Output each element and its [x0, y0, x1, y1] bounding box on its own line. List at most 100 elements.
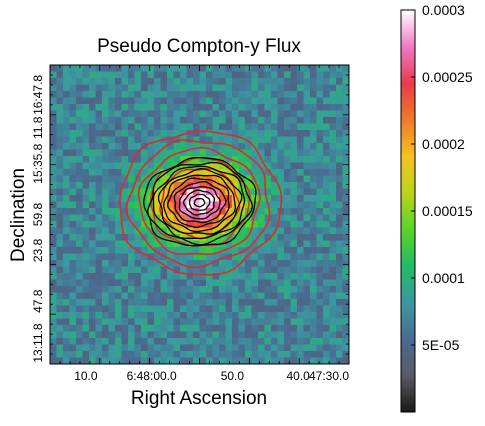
y-tick-label: 11.8	[31, 116, 45, 139]
heatmap-cell	[212, 149, 220, 157]
heatmap-cell	[108, 149, 116, 157]
heatmap-cell	[154, 208, 162, 216]
heatmap-cell	[245, 149, 253, 157]
heatmap-cell	[154, 325, 162, 333]
y-tick-label: 13:11.8	[31, 323, 45, 362]
heatmap-cell	[284, 260, 292, 268]
heatmap-cell	[134, 195, 142, 203]
heatmap-cell	[63, 305, 71, 313]
heatmap-cell	[128, 97, 136, 105]
heatmap-cell	[128, 266, 136, 274]
heatmap-cell	[56, 299, 64, 307]
heatmap-cell	[89, 266, 97, 274]
heatmap-cell	[154, 162, 162, 170]
heatmap-cell	[336, 325, 344, 333]
heatmap-cell	[128, 71, 136, 79]
heatmap-cell	[219, 71, 227, 79]
heatmap-cell	[297, 312, 305, 320]
heatmap-cell	[219, 149, 227, 157]
heatmap-cell	[323, 143, 331, 151]
heatmap-cell	[128, 273, 136, 281]
heatmap-cell	[115, 208, 123, 216]
heatmap-cell	[238, 325, 246, 333]
heatmap-cell	[225, 91, 233, 99]
heatmap-cell	[199, 117, 207, 125]
heatmap-cell	[56, 188, 64, 196]
heatmap-cell	[264, 305, 272, 313]
heatmap-cell	[82, 292, 90, 300]
heatmap-cell	[284, 169, 292, 177]
heatmap-cell	[121, 188, 129, 196]
heatmap-cell	[323, 195, 331, 203]
heatmap-cell	[115, 175, 123, 183]
heatmap-cell	[56, 253, 64, 261]
heatmap-cell	[102, 325, 110, 333]
heatmap-cell	[303, 195, 311, 203]
heatmap-cell	[271, 136, 279, 144]
heatmap-cell	[160, 234, 168, 242]
heatmap-cell	[102, 201, 110, 209]
heatmap-cell	[258, 305, 266, 313]
heatmap-cell	[251, 286, 259, 294]
heatmap-cell	[310, 253, 318, 261]
heatmap-cell	[180, 331, 188, 339]
heatmap-cell	[128, 305, 136, 313]
heatmap-cell	[76, 338, 84, 346]
heatmap-cell	[310, 266, 318, 274]
heatmap-cell	[82, 65, 90, 73]
heatmap-cell	[199, 182, 207, 190]
heatmap-cell	[56, 351, 64, 359]
heatmap-cell	[303, 305, 311, 313]
heatmap-cell	[95, 71, 103, 79]
heatmap-cell	[186, 253, 194, 261]
heatmap-cell	[245, 325, 253, 333]
heatmap-cell	[69, 305, 77, 313]
heatmap-cell	[342, 130, 349, 138]
heatmap-cell	[199, 273, 207, 281]
heatmap-cell	[290, 149, 298, 157]
heatmap-cell	[173, 266, 181, 274]
heatmap-cell	[56, 110, 64, 118]
heatmap-cell	[297, 104, 305, 112]
black-contour	[178, 185, 221, 220]
heatmap-cell	[336, 104, 344, 112]
heatmap-cell	[206, 344, 214, 352]
heatmap-cell	[297, 305, 305, 313]
heatmap-cell	[277, 351, 285, 359]
heatmap-cell	[323, 104, 331, 112]
heatmap-cell	[251, 247, 259, 255]
heatmap-cell	[264, 175, 272, 183]
heatmap-cell	[108, 260, 116, 268]
heatmap-cell	[160, 84, 168, 92]
heatmap-cell	[342, 97, 349, 105]
heatmap-cell	[284, 182, 292, 190]
heatmap-cell	[284, 331, 292, 339]
heatmap-cell	[277, 169, 285, 177]
heatmap-cell	[310, 208, 318, 216]
heatmap-cell	[290, 247, 298, 255]
heatmap-cell	[69, 182, 77, 190]
minor-ticks	[50, 65, 349, 364]
heatmap-cell	[245, 84, 253, 92]
heatmap-cell	[128, 286, 136, 294]
heatmap-cell	[115, 357, 123, 364]
heatmap-cell	[50, 110, 58, 118]
colorbar-tick-label: 0.00015	[422, 203, 473, 219]
heatmap-cell	[160, 143, 168, 151]
heatmap-cell	[336, 188, 344, 196]
heatmap-cell	[115, 214, 123, 222]
heatmap-cell	[121, 286, 129, 294]
heatmap-cell	[95, 286, 103, 294]
heatmap-cell	[128, 331, 136, 339]
heatmap-cell	[69, 110, 77, 118]
heatmap-cell	[225, 331, 233, 339]
heatmap-cell	[147, 214, 155, 222]
heatmap-cell	[193, 325, 201, 333]
heatmap-cell	[180, 149, 188, 157]
heatmap-cell	[102, 156, 110, 164]
heatmap-cell	[160, 331, 168, 339]
heatmap-cell	[251, 253, 259, 261]
heatmap-cell	[108, 97, 116, 105]
heatmap-cell	[63, 78, 71, 86]
heatmap-cell	[63, 286, 71, 294]
